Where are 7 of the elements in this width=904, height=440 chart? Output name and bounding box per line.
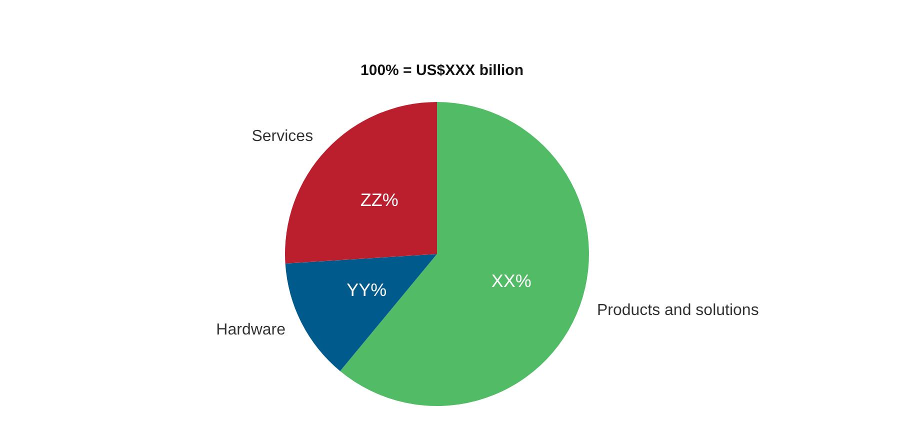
data-label: YY% [346, 280, 387, 300]
data-label: XX% [491, 270, 532, 291]
slice-label: Products and solutions [596, 302, 759, 320]
slice-label: Services [252, 128, 314, 146]
slice-label: Hardware [216, 322, 286, 339]
data-label: ZZ% [360, 190, 398, 210]
chart-title: 100% = US$XXX billion [360, 62, 524, 79]
